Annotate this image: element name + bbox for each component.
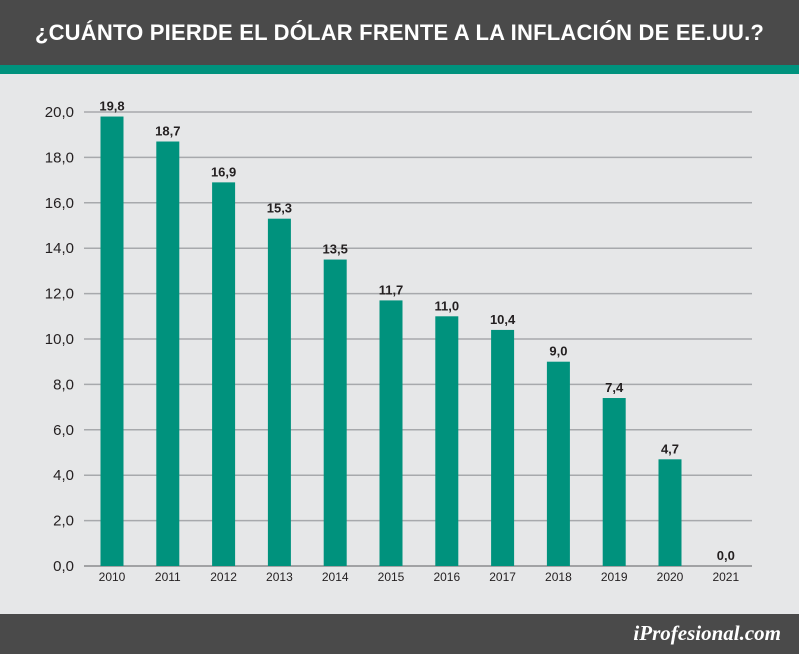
x-tick-label: 2013: [266, 570, 293, 584]
x-tick-label: 2015: [378, 570, 405, 584]
x-tick-label: 2021: [712, 570, 739, 584]
data-label: 18,7: [155, 124, 180, 139]
data-label: 0,0: [717, 548, 735, 563]
y-tick-label: 0,0: [53, 558, 74, 575]
bar: [435, 316, 459, 566]
x-tick-label: 2016: [433, 570, 460, 584]
x-tick-label: 2014: [322, 570, 349, 584]
x-tick-label: 2017: [489, 570, 516, 584]
data-label: 9,0: [549, 344, 567, 359]
x-tick-label: 2012: [210, 570, 237, 584]
data-label: 7,4: [605, 380, 624, 395]
bar-chart: 0,0 2,0 4,0 6,0 8,0 10,0 12,0 14,0 16,0 18,0 20,0 1…: [45, 99, 752, 584]
y-tick-label: 14,0: [45, 240, 74, 257]
accent-bar: [0, 65, 799, 74]
y-tick-label: 8,0: [53, 376, 74, 393]
data-label: 4,7: [661, 441, 679, 456]
y-tick-label: 2,0: [53, 513, 74, 530]
data-label: 13,5: [323, 242, 348, 257]
x-tick-label: 2018: [545, 570, 572, 584]
data-label: 16,9: [211, 164, 236, 179]
bar: [156, 141, 180, 566]
data-label: 11,7: [379, 282, 404, 297]
chart-title: ¿CUÁNTO PIERDE EL DÓLAR FRENTE A LA INFL…: [34, 19, 765, 45]
x-tick-label: 2020: [657, 570, 684, 584]
data-label: 15,3: [267, 201, 292, 216]
y-tick-label: 12,0: [45, 286, 74, 303]
x-tick-label: 2011: [155, 570, 181, 584]
y-tick-label: 16,0: [45, 195, 74, 212]
bar: [323, 259, 347, 566]
data-label: 10,4: [490, 312, 516, 327]
footer: iProfesional.com: [0, 614, 799, 654]
bar: [658, 459, 682, 566]
bar: [379, 300, 403, 566]
x-tick-label: 2010: [99, 570, 126, 584]
brand-logo: iProfesional.com: [633, 621, 781, 645]
y-tick-label: 6,0: [53, 422, 74, 439]
bar: [267, 218, 291, 566]
bar: [602, 398, 626, 566]
chart-header: ¿CUÁNTO PIERDE EL DÓLAR FRENTE A LA INFL…: [0, 0, 799, 65]
data-label: 11,0: [435, 298, 460, 313]
chart-area: 0,0 2,0 4,0 6,0 8,0 10,0 12,0 14,0 16,0 18,0 20,0 1…: [0, 74, 799, 614]
bar: [100, 116, 124, 566]
x-tick-label: 2019: [601, 570, 628, 584]
bar: [546, 361, 570, 566]
y-tick-label: 20,0: [45, 104, 74, 121]
data-label: 19,8: [99, 99, 124, 114]
bar: [491, 329, 515, 566]
y-tick-label: 10,0: [45, 331, 74, 348]
y-tick-label: 4,0: [53, 467, 74, 484]
bar: [212, 182, 236, 566]
y-tick-label: 18,0: [45, 149, 74, 166]
